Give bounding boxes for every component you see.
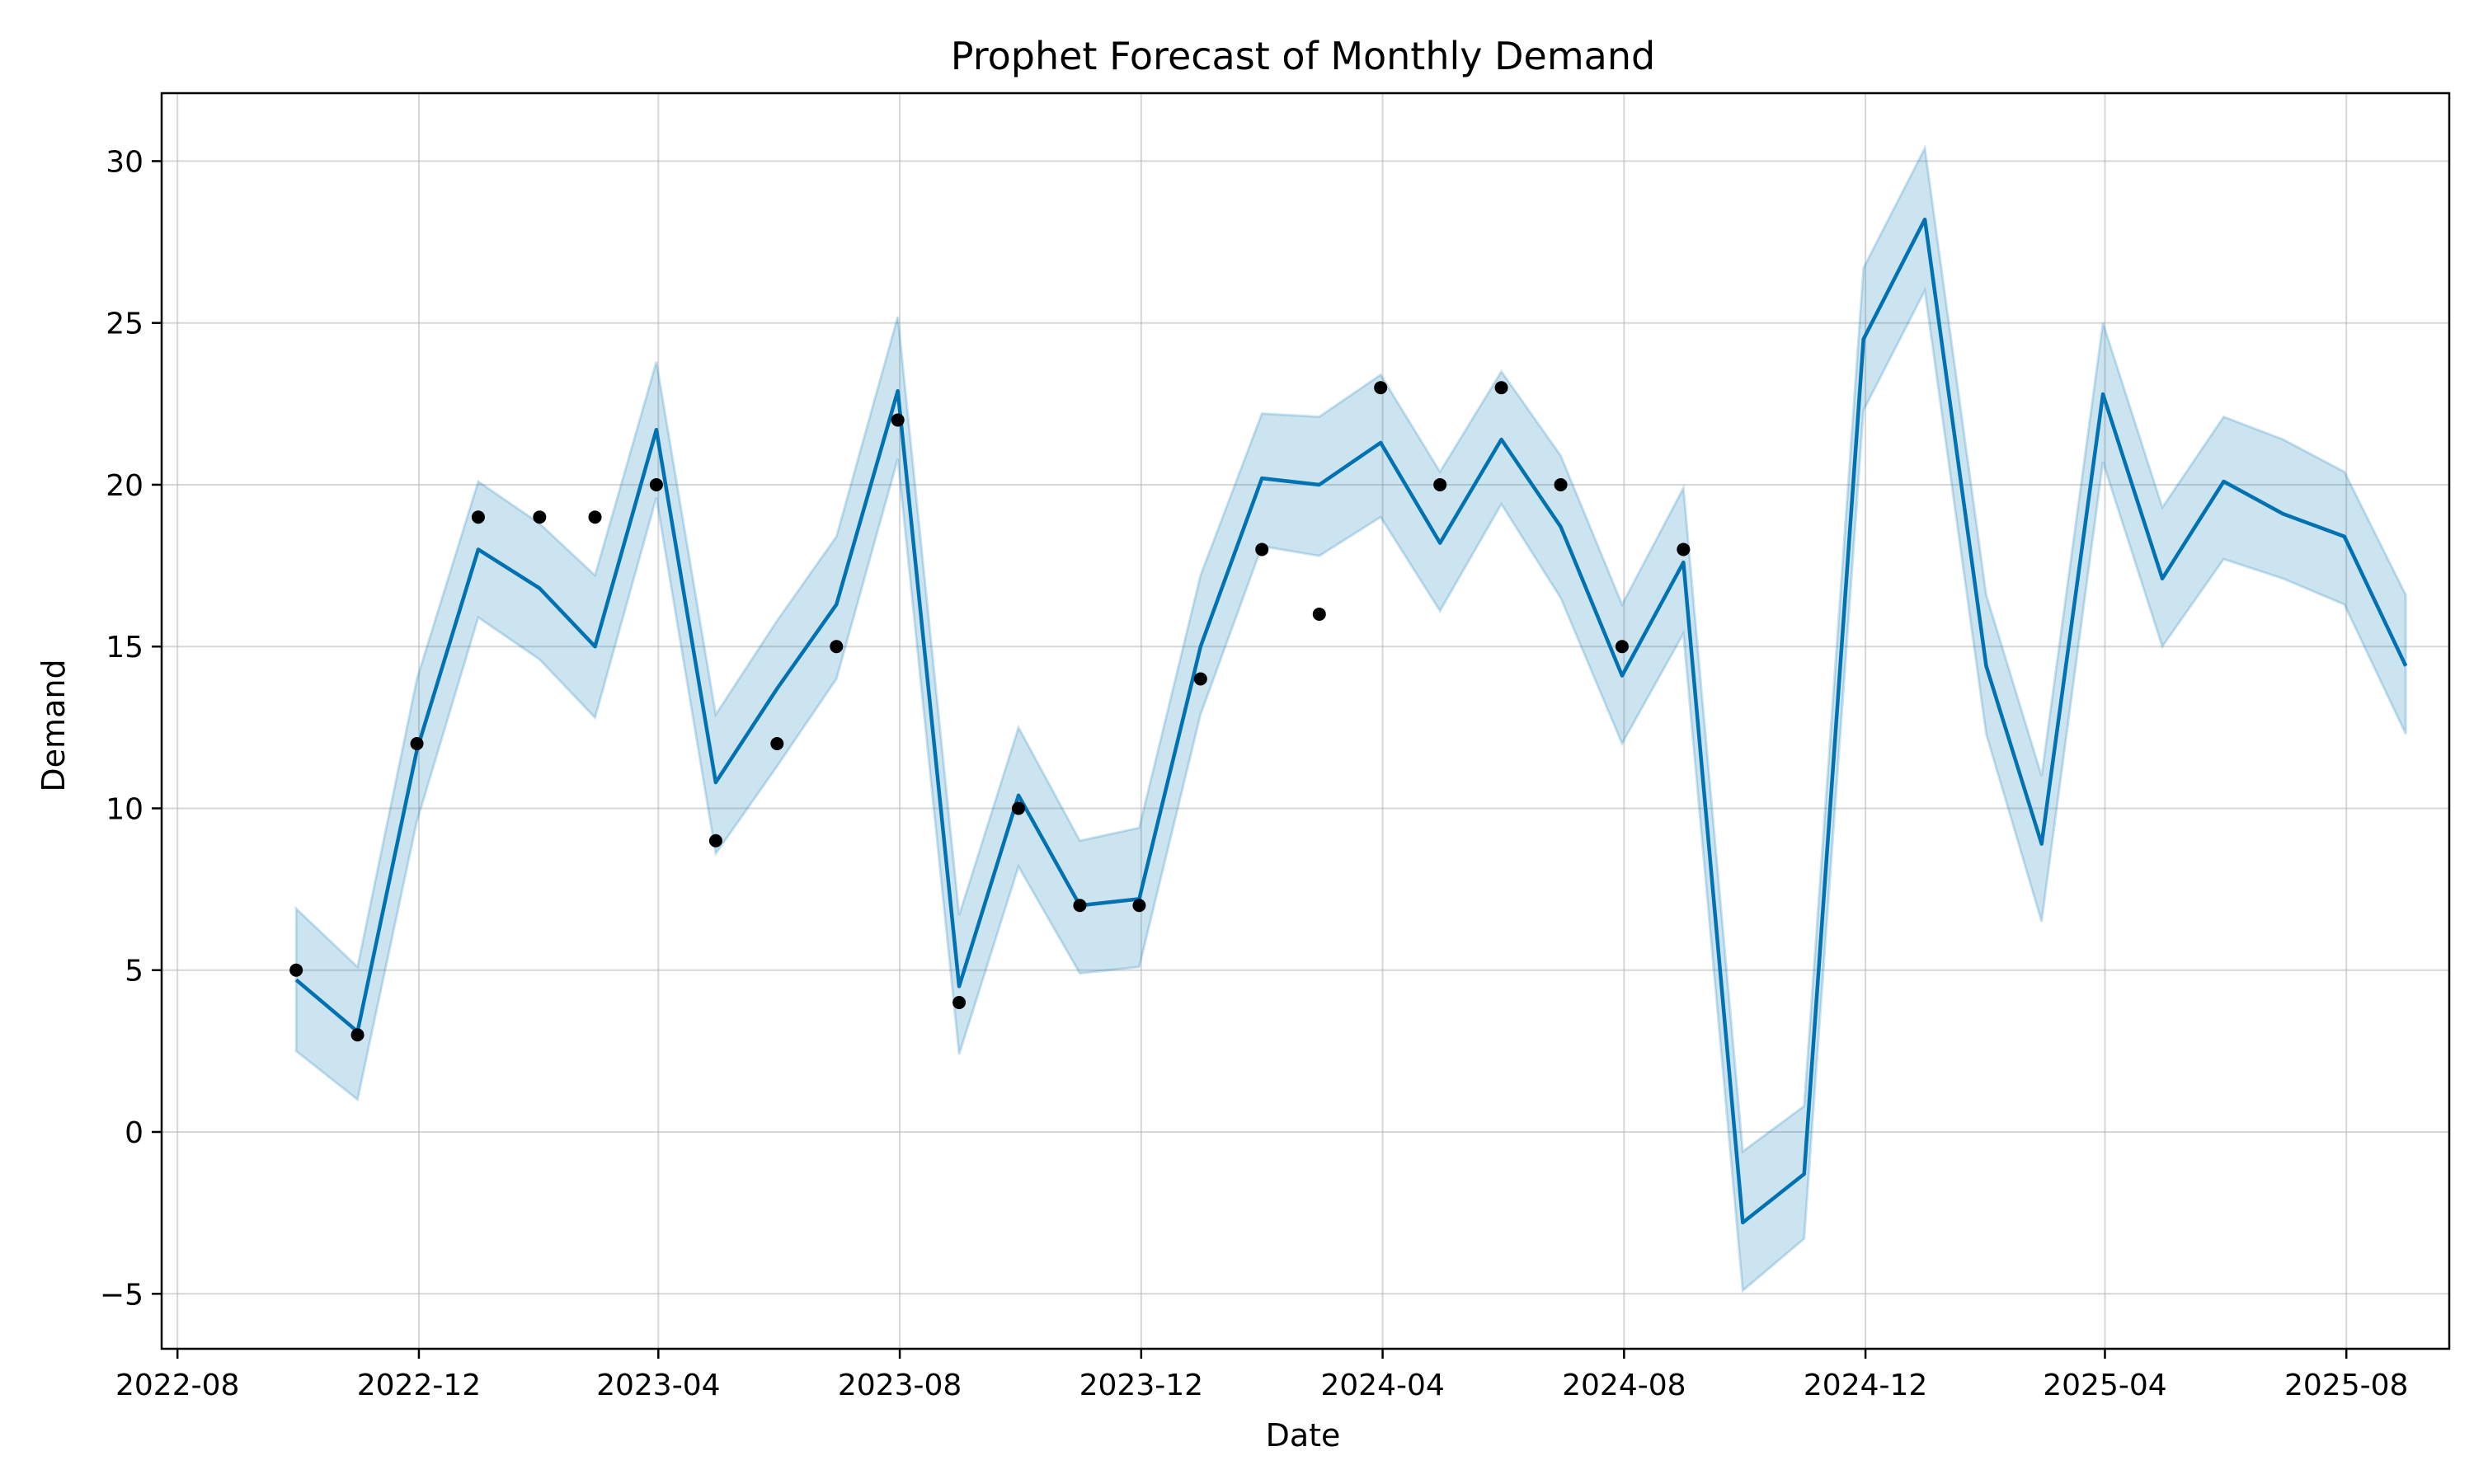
y-tick-label: 0 [125, 1116, 143, 1150]
x-tick-label: 2025-08 [2284, 1369, 2408, 1402]
observed-point [471, 510, 485, 524]
observed-point [1554, 477, 1568, 491]
y-tick-label: 15 [106, 631, 143, 665]
x-gridlines [176, 93, 2348, 1349]
x-tick-label: 2025-04 [2043, 1369, 2166, 1402]
x-axis-title: Date [1266, 1417, 1341, 1453]
observed-point [1012, 801, 1026, 815]
x-tick-label: 2024-08 [1562, 1369, 1686, 1402]
observed-point [1615, 640, 1629, 654]
observed-point [1073, 899, 1087, 913]
observed-point [1374, 381, 1388, 395]
observed-point [952, 995, 967, 1009]
y-tick-label: −5 [100, 1278, 143, 1312]
observed-point [770, 736, 784, 750]
y-axis-ticks: −5 0 5 10 15 20 25 30 [100, 145, 162, 1312]
observed-point [533, 510, 547, 524]
observed-point [1312, 607, 1326, 621]
x-tick-label: 2023-08 [838, 1369, 962, 1402]
x-tick-label: 2024-12 [1804, 1369, 1927, 1402]
observed-point [649, 477, 663, 491]
observed-point [1255, 542, 1269, 556]
x-tick-label: 2022-12 [357, 1369, 481, 1402]
observed-point [891, 413, 905, 427]
forecast-line [294, 217, 2408, 1225]
observed-point [350, 1028, 365, 1042]
observed-point [1677, 542, 1691, 556]
x-tick-label: 2023-04 [596, 1369, 720, 1402]
observed-point [708, 834, 722, 848]
observed-point [588, 510, 602, 524]
observed-point [1193, 672, 1207, 686]
chart-title: Prophet Forecast of Monthly Demand [951, 34, 1655, 78]
y-tick-label: 10 [106, 792, 143, 826]
observed-point [1494, 381, 1508, 395]
y-gridlines [162, 160, 2449, 1295]
y-tick-label: 30 [106, 145, 143, 179]
plot-series [289, 143, 2408, 1294]
y-tick-label: 5 [125, 955, 143, 989]
y-tick-label: 25 [106, 308, 143, 341]
y-tick-label: 20 [106, 469, 143, 503]
observed-point [410, 736, 424, 750]
observed-point [1132, 899, 1146, 913]
x-tick-label: 2022-08 [115, 1369, 239, 1402]
x-axis-ticks: 2022-08 2022-12 2023-04 2023-08 2023-12 2024-… [115, 1349, 2408, 1402]
x-tick-label: 2024-04 [1320, 1369, 1444, 1402]
x-tick-label: 2023-12 [1079, 1369, 1203, 1402]
observed-point [1433, 477, 1447, 491]
observed-point [830, 640, 844, 654]
plot-frame [160, 92, 2451, 1350]
observed-point [289, 963, 303, 977]
uncertainty-band [294, 143, 2407, 1294]
y-axis-title: Demand [35, 659, 72, 791]
